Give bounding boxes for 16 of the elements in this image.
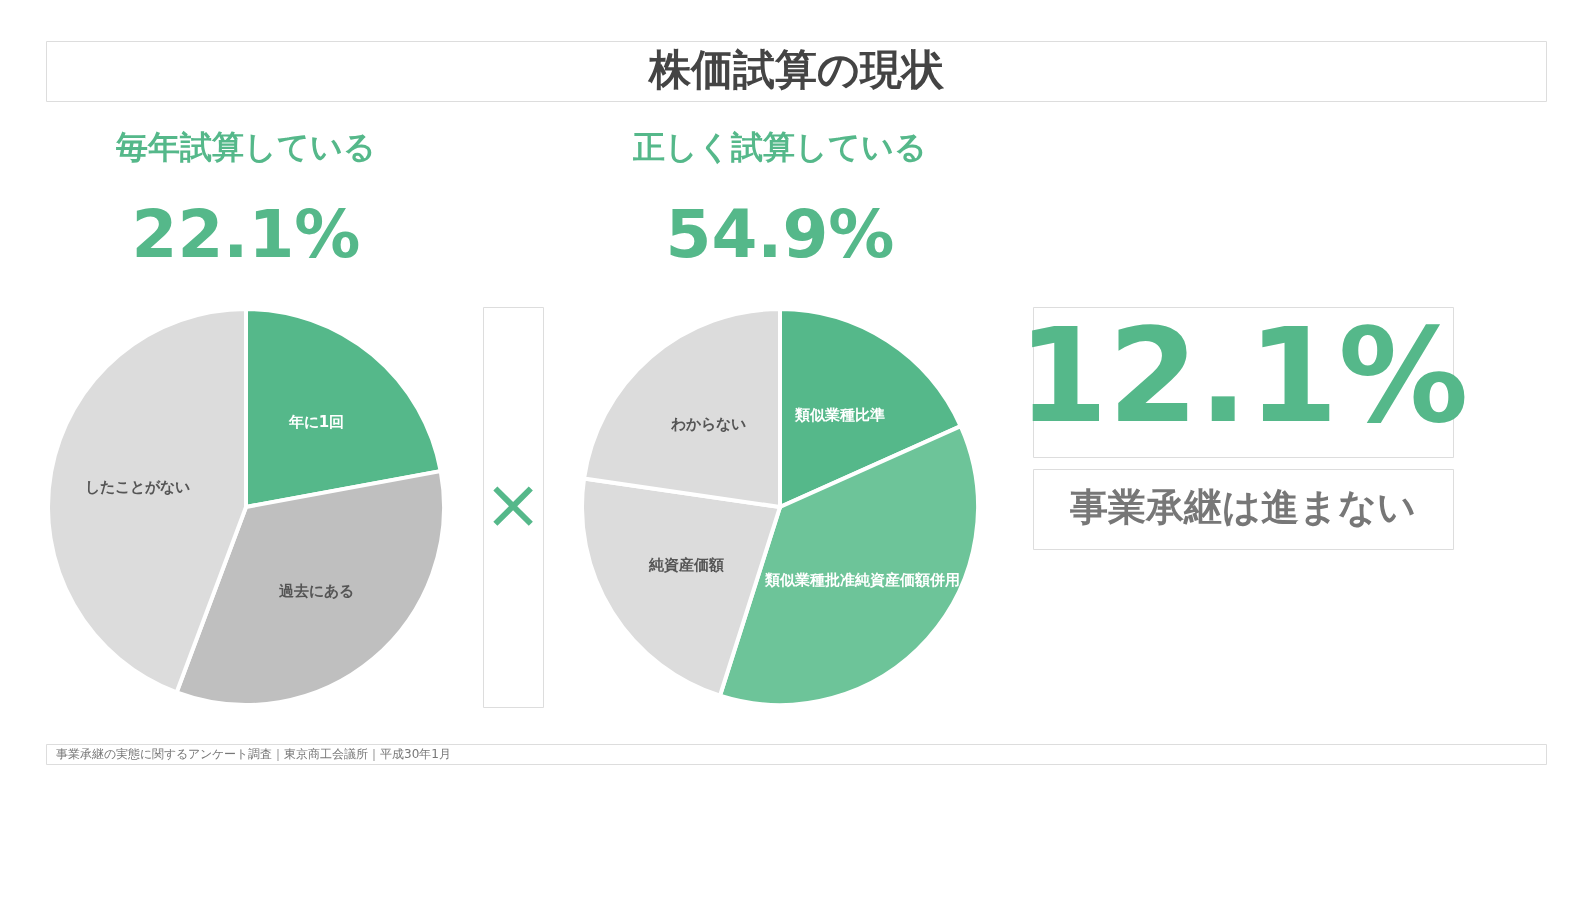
- text: ×: [483, 463, 543, 545]
- slice-label: したことがない: [85, 478, 191, 497]
- text: 12.1%: [1017, 300, 1469, 452]
- slice-label: 類似業種批准純資産価額併用: [763, 571, 960, 590]
- text: 事業承継は進まない: [1069, 485, 1416, 529]
- slice-label: 年に1回: [287, 413, 345, 432]
- slice-label: 純資産価額: [648, 556, 725, 575]
- text: 事業承継の実態に関するアンケート調査｜東京商工会議所｜平成30年1月: [56, 747, 451, 761]
- slice-label: 過去にある: [278, 582, 355, 601]
- text: 株価試算の現状: [646, 45, 945, 94]
- slice-label: 類似業種比準: [793, 405, 885, 424]
- slice-label: わからない: [669, 414, 746, 433]
- chart-title: 毎年試算している: [115, 128, 376, 166]
- chart-title: 正しく試算している: [632, 128, 927, 166]
- chart-subtitle: 22.1%: [131, 196, 361, 273]
- chart-subtitle: 54.9%: [665, 196, 895, 273]
